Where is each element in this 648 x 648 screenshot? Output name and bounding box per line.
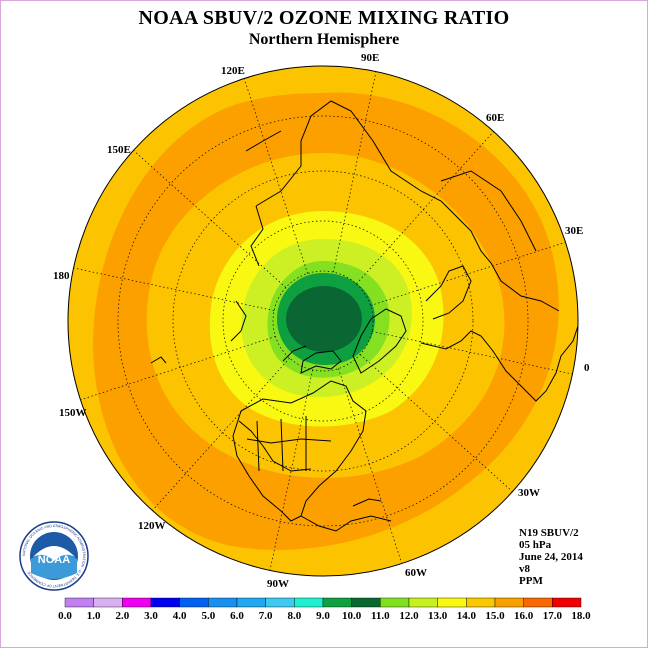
noaa-logo-text: NOAA [38,554,70,566]
ozone-core-9ppm [286,286,362,352]
noaa-logo: NATIONAL OCEANIC AND ATMOSPHERIC ADMINIS… [19,521,89,591]
lon-label-180: 180 [53,270,70,282]
info-level: 05 hPa [519,539,552,551]
lon-label-60e: 60E [486,112,504,124]
lon-label-90w: 90W [267,578,289,590]
lon-label-120e: 120E [221,65,245,77]
info-version: v8 [519,563,530,575]
longitude-labels: 0 30E 60E 90E 120E 150E 180 150W 120W 90… [53,52,590,590]
figure-title: NOAA SBUV/2 OZONE MIXING RATIO [138,7,510,29]
lon-label-60w: 60W [405,567,427,579]
lon-label-120w: 120W [138,520,166,532]
ozone-field [68,66,578,576]
lon-label-30e: 30E [565,225,583,237]
info-instrument: N19 SBUV/2 [519,527,579,539]
info-date: June 24, 2014 [519,551,583,563]
lon-label-30w: 30W [518,487,540,499]
lon-label-90e: 90E [361,52,379,64]
lon-label-150e: 150E [107,144,131,156]
info-block: N19 SBUV/2 05 hPa June 24, 2014 v8 PPM [519,527,583,587]
map-boundary [67,65,579,577]
info-units: PPM [519,575,543,587]
latitude-circles [117,115,529,527]
figure-subtitle: Northern Hemisphere [248,31,400,48]
lon-label-150w: 150W [59,407,87,419]
lon-label-0: 0 [584,362,590,374]
coastlines [150,100,578,532]
